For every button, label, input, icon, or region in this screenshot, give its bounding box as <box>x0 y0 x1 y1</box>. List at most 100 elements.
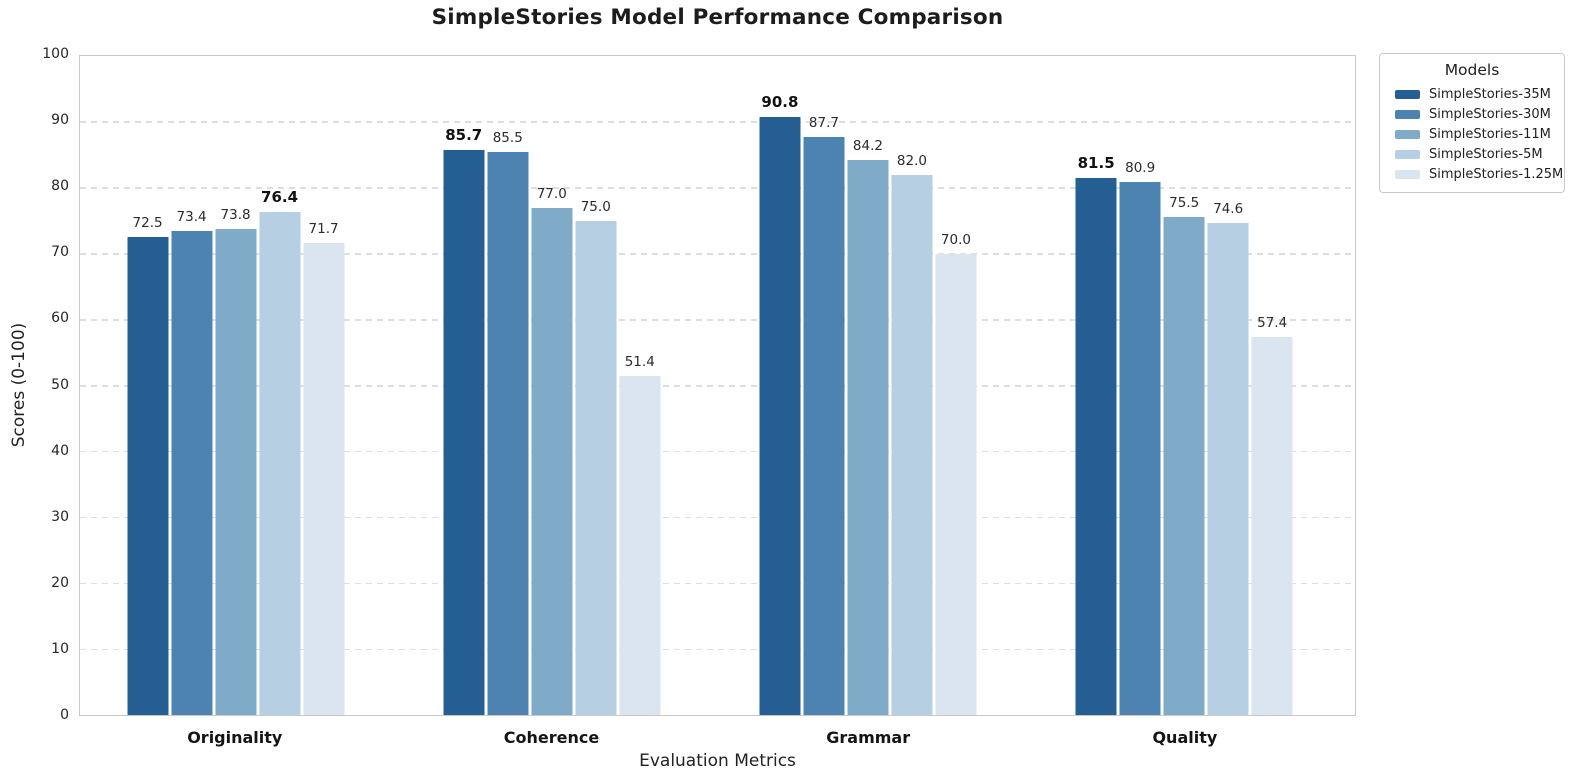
bar-value-label: 85.5 <box>492 129 523 146</box>
bar-group: 85.7 85.5 77.0 75.0 51.4 <box>443 56 661 715</box>
bar-slot: 71.7 <box>303 56 345 715</box>
y-tick-label: 20 <box>51 574 69 591</box>
bar <box>619 376 661 715</box>
bar-group: 81.5 80.9 75.5 74.6 57.4 <box>1075 56 1293 715</box>
bar <box>935 253 977 715</box>
bar <box>1251 336 1293 715</box>
bar <box>1075 177 1117 715</box>
x-tick-label: Quality <box>1152 728 1218 747</box>
bar-slot: 90.8 <box>759 56 801 715</box>
legend-item: SimpleStories-11M <box>1388 124 1556 144</box>
legend-item: SimpleStories-30M <box>1388 104 1556 124</box>
legend-items: SimpleStories-35M SimpleStories-30M Simple… <box>1388 84 1563 184</box>
bar-value-label: 77.0 <box>536 185 567 202</box>
legend-swatch <box>1395 169 1420 179</box>
bar <box>303 242 345 715</box>
bar-value-label: 71.7 <box>308 220 339 237</box>
bar <box>531 207 573 715</box>
bar <box>847 160 889 715</box>
bar-slot: 82.0 <box>891 56 933 715</box>
gridline <box>80 385 1355 387</box>
bar <box>575 220 617 715</box>
bar <box>259 211 301 715</box>
gridline <box>80 253 1355 255</box>
gridline <box>80 582 1355 585</box>
bar-value-label: 72.5 <box>132 215 163 232</box>
bar-slot: 77.0 <box>531 56 573 715</box>
legend-swatch <box>1395 129 1420 139</box>
bar-slot: 73.4 <box>171 56 213 715</box>
legend-item-label: SimpleStories-11M <box>1429 126 1551 142</box>
bar-slot: 81.5 <box>1075 56 1117 715</box>
bar-value-label: 74.6 <box>1213 201 1244 218</box>
gridline <box>80 319 1355 321</box>
bar-value-label: 82.0 <box>896 152 927 169</box>
x-tick-label: Originality <box>187 728 283 747</box>
legend-item: SimpleStories-35M <box>1388 84 1556 104</box>
bar-value-label: 75.5 <box>1169 195 1200 212</box>
bar-slot: 70.0 <box>935 56 977 715</box>
x-tick-label: Grammar <box>826 728 911 747</box>
bar-slot: 85.5 <box>487 56 529 715</box>
gridline <box>80 187 1355 189</box>
legend-item: SimpleStories-5M <box>1388 144 1556 164</box>
bar <box>171 231 213 715</box>
legend-item-label: SimpleStories-1.25M <box>1429 166 1564 182</box>
legend-item-label: SimpleStories-35M <box>1429 86 1551 102</box>
bar <box>759 116 801 715</box>
y-tick-label: 60 <box>51 310 69 327</box>
bar-value-label: 84.2 <box>852 138 883 155</box>
y-tick-label: 40 <box>51 442 69 459</box>
bar <box>1119 181 1161 715</box>
bar-value-label: 51.4 <box>624 354 655 371</box>
bar-slot: 73.8 <box>215 56 257 715</box>
bar-slot: 57.4 <box>1251 56 1293 715</box>
bar <box>215 228 257 715</box>
bar <box>443 150 485 715</box>
bar <box>127 237 169 715</box>
bar-value-label: 73.4 <box>176 209 207 226</box>
y-tick-label: 90 <box>51 112 69 129</box>
legend-item-label: SimpleStories-30M <box>1429 106 1551 122</box>
x-axis-title: Evaluation Metrics <box>639 751 796 771</box>
bar <box>891 174 933 715</box>
bar-value-label: 85.7 <box>445 126 483 145</box>
bar-slot: 85.7 <box>443 56 485 715</box>
bar <box>1207 223 1249 715</box>
bar-slot: 74.6 <box>1207 56 1249 715</box>
y-tick-label: 70 <box>51 244 69 261</box>
y-tick-label: 0 <box>60 707 69 723</box>
bar-value-label: 76.4 <box>261 187 299 206</box>
y-tick-label: 30 <box>51 508 69 525</box>
bar-slot: 72.5 <box>127 56 169 715</box>
bar-slot: 84.2 <box>847 56 889 715</box>
bar-value-label: 57.4 <box>1257 314 1288 331</box>
y-tick-label: 100 <box>42 46 69 62</box>
legend-swatch <box>1395 89 1420 99</box>
bar-value-label: 70.0 <box>940 231 971 248</box>
y-tick-label: 10 <box>51 640 69 657</box>
gridline <box>80 121 1355 123</box>
x-tick-label: Coherence <box>503 728 600 747</box>
legend-item: SimpleStories-1.25M <box>1388 164 1563 184</box>
bar-value-label: 73.8 <box>220 206 251 223</box>
bar-slot: 87.7 <box>803 56 845 715</box>
legend-item-label: SimpleStories-5M <box>1429 146 1543 162</box>
bar-slot: 51.4 <box>619 56 661 715</box>
y-axis: 0 10 20 30 40 50 60 70 80 90 100 <box>0 46 69 723</box>
legend: Models SimpleStories-35M SimpleStories-30… <box>1379 53 1565 193</box>
bar <box>803 137 845 715</box>
bar-value-label: 75.0 <box>580 198 611 215</box>
bar-slot: 80.9 <box>1119 56 1161 715</box>
bar-value-label: 90.8 <box>761 92 799 111</box>
y-tick-label: 50 <box>51 376 69 393</box>
bar-group: 90.8 87.7 84.2 82.0 70.0 <box>759 56 977 715</box>
gridline <box>80 516 1355 519</box>
bar-value-label: 87.7 <box>808 115 839 132</box>
x-axis-ticks: Originality Coherence Grammar Quality <box>79 728 1356 752</box>
legend-swatch <box>1395 109 1420 119</box>
bar <box>1163 217 1205 715</box>
bar <box>487 151 529 715</box>
bar-value-label: 81.5 <box>1077 153 1115 172</box>
legend-swatch <box>1395 149 1420 159</box>
